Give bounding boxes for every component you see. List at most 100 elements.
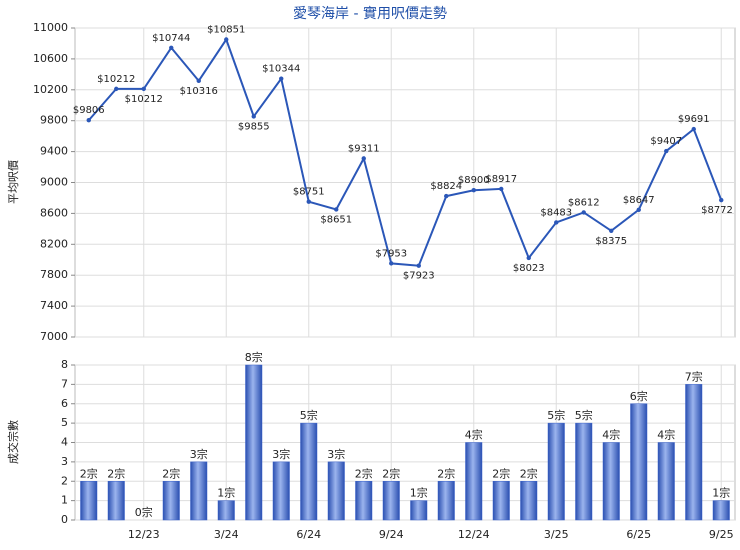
point [224,37,229,42]
value-label: $8900 [458,175,490,186]
y-tick-label: 10600 [33,52,68,65]
y-tick-label: 8600 [40,206,68,219]
value-label: 3宗 [190,447,208,461]
point [169,45,174,50]
y-tick-label: 8 [61,358,68,371]
y-axis-label: 成交宗數 [6,420,20,464]
y-tick-label: 5 [61,416,68,429]
value-label: $10212 [125,94,163,105]
x-tick-label: 3/25 [544,528,569,541]
value-label: $9806 [73,105,105,116]
x-tick-label: 6/24 [296,528,321,541]
y-tick-label: 11000 [33,21,68,34]
value-label: 5宗 [575,408,593,422]
value-label: $8483 [540,207,572,218]
bar [657,442,675,521]
value-label: 2宗 [520,466,538,480]
value-label: 1宗 [217,486,235,500]
value-label: $8751 [293,187,325,198]
y-tick-label: 6 [61,397,68,410]
value-label: 2宗 [80,466,98,480]
bar [712,500,730,521]
point [664,148,669,154]
x-tick-label: 3/24 [214,528,239,541]
x-tick-label: 12/24 [458,528,490,541]
x-tick-label: 6/25 [626,528,651,541]
value-label: $9311 [348,143,380,154]
value-label: $10344 [262,64,300,75]
point [86,118,91,123]
value-label: 2宗 [355,466,373,480]
value-label: 5宗 [300,408,318,422]
y-tick-label: 7 [61,377,68,390]
point [141,86,146,92]
point [196,78,201,84]
bar [465,442,483,521]
y-tick-label: 9000 [40,176,68,189]
point [691,126,696,132]
value-label: $10744 [152,33,190,44]
value-label: 2宗 [382,466,400,480]
point [251,114,256,119]
bar [80,481,98,521]
y-tick-label: 9400 [40,145,68,158]
value-label: $8647 [623,195,655,206]
value-label: 3宗 [272,447,290,461]
line-series [87,37,723,267]
value-label: 4宗 [657,428,675,442]
value-label: $9855 [238,121,270,132]
point [471,188,476,193]
bar [602,442,620,521]
bar [520,481,538,521]
bar [272,461,290,521]
value-label: $7953 [375,248,407,259]
point [581,210,586,215]
bar [190,461,208,521]
bar [300,422,318,521]
y-tick-label: 0 [61,513,68,526]
bar [327,461,345,521]
value-label: 6宗 [630,389,648,403]
chart-title: 愛琴海岸 - 實用呎價走勢 [293,5,447,22]
point [499,186,504,192]
bar [162,481,180,521]
value-label: 4宗 [602,428,620,442]
value-label: 3宗 [327,447,345,461]
x-tick-label: 9/25 [709,528,734,541]
y-tick-label: 10200 [33,83,68,96]
point [609,228,614,233]
value-label: $8375 [595,236,627,247]
bar [547,422,565,521]
value-label: 4宗 [465,428,483,442]
bar [245,364,263,521]
y-tick-label: 7400 [40,299,68,312]
value-label: $8651 [320,214,352,225]
y-tick-label: 8200 [40,237,68,250]
point [554,220,559,225]
point [279,76,284,81]
bar [355,481,373,521]
value-label: $8612 [568,197,600,208]
value-label: $10212 [97,74,135,85]
point [444,193,449,199]
y-tick-label: 7000 [40,330,68,343]
point [306,199,311,204]
value-label: 8宗 [245,350,263,364]
value-label: $10316 [180,86,218,97]
value-label: 2宗 [107,466,125,480]
value-label: $8824 [430,181,462,192]
value-label: 2宗 [437,466,455,480]
value-label: 0宗 [135,505,153,519]
value-label: 5宗 [547,408,565,422]
x-tick-label: 9/24 [379,528,404,541]
value-label: $7923 [403,271,435,282]
value-label: $8023 [513,263,545,274]
bar [410,500,428,521]
value-label: 2宗 [492,466,510,480]
y-tick-label: 2 [61,474,68,487]
bar [685,384,703,521]
point [334,207,339,212]
y-tick-label: 3 [61,455,68,468]
value-label: $9407 [650,136,682,147]
